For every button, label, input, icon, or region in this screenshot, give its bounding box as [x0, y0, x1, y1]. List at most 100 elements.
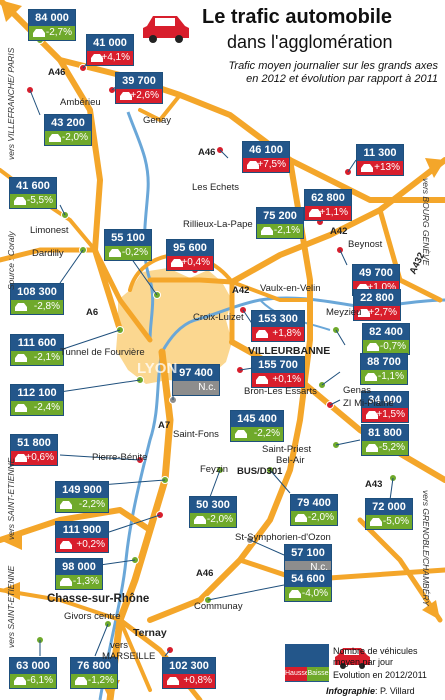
traffic-stat-box: 97 400 N.c. [172, 364, 220, 396]
traffic-change: +4,1% [87, 51, 133, 65]
traffic-stat-box: 102 300 +0,8% [162, 657, 216, 689]
traffic-stat-box: 41 600 -5,5% [9, 177, 57, 209]
place-pierre-benite: Pierre-Bénite [92, 452, 148, 463]
traffic-stat-box: 62 800 +1,1% [304, 189, 352, 221]
subtitle-line2: en 2012 et évolution par rapport à 2011 [246, 73, 438, 85]
traffic-change: -2,1% [11, 351, 63, 365]
car-trend-icon [361, 164, 373, 172]
credit-brand: Infographie [326, 686, 375, 696]
place-rillieux: Rillieux-La-Pape [183, 219, 253, 230]
traffic-count: 95 600 [167, 240, 213, 256]
road-label-a42-ne: A42 [330, 226, 348, 237]
traffic-change-value: +13% [374, 162, 400, 173]
traffic-count: 111 900 [56, 522, 108, 538]
road-ringdot [230, 280, 312, 302]
place-bel-air: Bel-Air [276, 455, 305, 466]
dir-grenoble: vers GRENOBLE/CHAMBÉRY [421, 490, 431, 606]
traffic-change: +2,7% [354, 306, 400, 320]
traffic-change: -2,1% [257, 224, 303, 238]
traffic-change-value: +4,1% [101, 52, 130, 63]
car-trend-icon [358, 309, 370, 317]
traffic-change-value: -2,2% [253, 428, 280, 439]
traffic-stat-box: 34 000 +1,5% [361, 391, 409, 423]
legend-decrease: Baisse [307, 667, 329, 681]
traffic-change-value: +7,5% [257, 159, 286, 170]
traffic-change: -5,0% [366, 515, 412, 529]
traffic-change-value: +0,6% [25, 452, 54, 463]
road-label-a43: A43 [365, 479, 383, 490]
car-trend-icon [167, 677, 179, 685]
traffic-change: +1,1% [305, 206, 351, 220]
car-trend-icon [60, 501, 72, 509]
place-vaulx: Vaulx-en-Velin [260, 283, 321, 294]
traffic-change-value: +2,6% [130, 90, 159, 101]
traffic-change: +13% [357, 161, 403, 175]
traffic-change-value: -5,5% [26, 195, 53, 206]
car-trend-icon [366, 444, 378, 452]
place-feyzin: Feyzin [200, 464, 228, 475]
traffic-change-value: -1,3% [72, 576, 99, 587]
road-label-a6: A6 [86, 307, 99, 318]
place-villeurbanne: VILLEURBANNE [248, 345, 331, 357]
traffic-change-value: -5,2% [378, 442, 405, 453]
traffic-change-value: N.c. [310, 562, 328, 573]
car-trend-icon [120, 92, 132, 100]
road-genay [138, 93, 182, 122]
dir-bourg: vers BOURG GENÈVE [421, 178, 431, 266]
traffic-stat-box: 43 200 -2,0% [44, 114, 92, 146]
traffic-count: 88 700 [361, 354, 407, 370]
traffic-stat-box: 41 000 +4,1% [86, 34, 134, 66]
traffic-stat-box: 22 800 +2,7% [353, 289, 401, 321]
traffic-change-value: +0,2% [76, 539, 105, 550]
place-saint-fons: Saint-Fons [173, 429, 219, 440]
place-beynost: Beynost [348, 239, 383, 250]
place-limonest: Limonest [30, 225, 69, 236]
car-trend-icon [370, 518, 382, 526]
traffic-stat-box: 82 400 -0,7% [362, 323, 410, 355]
road-label-a46-nw: A46 [48, 67, 66, 78]
traffic-stat-box: 54 600 -4,0% [284, 570, 332, 602]
traffic-count: 149 900 [56, 482, 108, 498]
traffic-change-value: +0,4% [181, 257, 210, 268]
traffic-change-value: -6,1% [26, 675, 53, 686]
road-a47 [0, 507, 153, 543]
traffic-stat-box: 81 800 -5,2% [361, 424, 409, 456]
title-line2: dans l'agglomération [227, 32, 393, 52]
place-amberieu: Ambérieu [60, 97, 101, 108]
traffic-stat-box: 79 400 -2,0% [290, 494, 338, 526]
traffic-count: 79 400 [291, 495, 337, 511]
road-label-a42-c: A42 [232, 285, 250, 296]
traffic-change-value: -2,1% [33, 352, 60, 363]
car-trend-icon [289, 590, 301, 598]
traffic-change-value: +1,5% [376, 409, 405, 420]
traffic-change: +0,4% [167, 256, 213, 270]
place-genay: Genay [143, 115, 171, 126]
traffic-change-value: +0,1% [272, 374, 301, 385]
traffic-change-value: -1,1% [377, 371, 404, 382]
place-communay: Communay [194, 601, 243, 612]
legend-text: Nombre de véhicules moyen par jour [333, 646, 418, 668]
car-trend-icon [256, 330, 268, 338]
traffic-stat-box: 51 800 +0,6% [10, 434, 58, 466]
traffic-change: -2,4% [11, 401, 63, 415]
traffic-change: -2,2% [231, 427, 283, 441]
traffic-change: +1,5% [362, 408, 408, 422]
dir-st-etienne-1: vers SAINT-ETIENNE [6, 457, 16, 540]
title-line1: Le trafic automobile [202, 6, 393, 28]
place-chasse: Chasse-sur-Rhône [47, 593, 150, 605]
traffic-change-value: +0,8% [183, 675, 212, 686]
car-trend-icon [247, 161, 259, 169]
traffic-stat-box: 63 000 -6,1% [9, 657, 57, 689]
traffic-stat-box: 84 000 -2,7% [28, 9, 76, 41]
traffic-count: 51 800 [11, 435, 57, 451]
traffic-change-value: -2,0% [61, 132, 88, 143]
traffic-stat-box: 108 300 -2,8% [10, 283, 64, 315]
traffic-change: +0,2% [56, 538, 108, 552]
rhone-river [98, 296, 445, 700]
traffic-count: 39 700 [116, 73, 162, 89]
place-croix-luizet: Croix-Luizet [193, 312, 244, 323]
traffic-change-value: -4,0% [301, 588, 328, 599]
traffic-count: 98 000 [56, 559, 102, 575]
traffic-count: 41 600 [10, 178, 56, 194]
